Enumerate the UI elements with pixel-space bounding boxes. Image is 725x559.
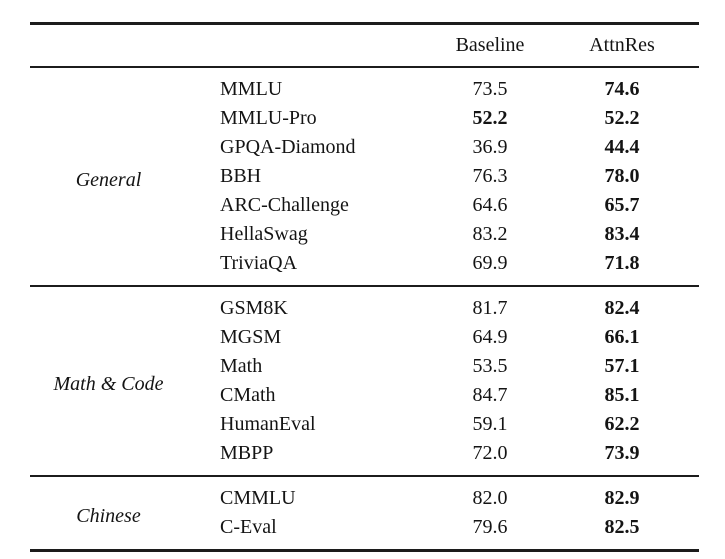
- benchmark-cell: MMLU: [220, 78, 283, 100]
- baseline-value: 53.5: [472, 355, 508, 377]
- table-row: HellaSwag 83.2 83.4: [30, 220, 699, 249]
- baseline-value: 52.2: [472, 107, 508, 129]
- table-row: Math & Code GSM8K 81.7 82.4: [30, 286, 699, 395]
- attnres-value: 44.4: [604, 136, 640, 158]
- benchmark-cell: BBH: [220, 165, 262, 187]
- baseline-value: 69.9: [472, 252, 508, 274]
- header-cell-benchmark-empty: [205, 24, 435, 68]
- baseline-value: 82.0: [472, 487, 508, 509]
- table-row: General MMLU 73.5 74.6: [30, 67, 699, 191]
- baseline-value: 84.7: [472, 384, 508, 406]
- baseline-value: 64.9: [472, 326, 508, 348]
- attnres-value: 83.4: [604, 223, 640, 245]
- table-row: GPQA-Diamond 36.9 44.4: [30, 133, 699, 162]
- benchmark-cell: ARC-Challenge: [220, 194, 349, 216]
- attnres-value: 57.1: [604, 355, 640, 377]
- baseline-value: 79.6: [472, 516, 508, 538]
- benchmark-cell: MGSM: [220, 326, 282, 348]
- attnres-value: 74.6: [604, 78, 640, 100]
- attnres-value: 52.2: [604, 107, 640, 129]
- attnres-value: 73.9: [604, 442, 640, 464]
- benchmark-cell: Math: [220, 355, 263, 377]
- group-chinese: Chinese CMMLU 82.0 82.9 C-Eval 79.6 82.5: [30, 476, 699, 551]
- benchmark-cell: C-Eval: [220, 516, 277, 538]
- attnres-value: 66.1: [604, 326, 640, 348]
- table-row: C-Eval 79.6 82.5: [30, 513, 699, 551]
- header-cell-baseline: Baseline: [455, 34, 525, 56]
- table-row: Math 53.5 57.1: [30, 352, 699, 381]
- table-header: Baseline AttnRes: [30, 24, 699, 68]
- attnres-value: 82.5: [604, 516, 640, 538]
- benchmark-results-table: Baseline AttnRes General MMLU 73.5 74.6 …: [30, 22, 699, 552]
- table-row: MGSM 64.9 66.1: [30, 323, 699, 352]
- table-row: MMLU-Pro 52.2 52.2: [30, 104, 699, 133]
- attnres-value: 82.4: [604, 297, 640, 319]
- baseline-value: 81.7: [472, 297, 508, 319]
- baseline-value: 73.5: [472, 78, 508, 100]
- header-row: Baseline AttnRes: [30, 24, 699, 68]
- table-row: Chinese CMMLU 82.0 82.9: [30, 476, 699, 527]
- baseline-value: 72.0: [472, 442, 508, 464]
- baseline-value: 76.3: [472, 165, 508, 187]
- attnres-value: 78.0: [604, 165, 640, 187]
- benchmark-cell: TriviaQA: [220, 252, 298, 274]
- table-row: TriviaQA 69.9 71.8: [30, 249, 699, 286]
- group-general: General MMLU 73.5 74.6 MMLU-Pro 52.2 52.…: [30, 67, 699, 286]
- benchmark-cell: CMMLU: [220, 487, 296, 509]
- attnres-value: 85.1: [604, 384, 640, 406]
- header-cell-attnres: AttnRes: [589, 34, 655, 56]
- baseline-value: 64.6: [472, 194, 508, 216]
- group-label: Chinese: [76, 505, 141, 527]
- group-label: Math & Code: [53, 373, 164, 395]
- benchmark-cell: GSM8K: [220, 297, 288, 319]
- attnres-value: 71.8: [604, 252, 640, 274]
- table-row: CMath 84.7 85.1: [30, 381, 699, 410]
- baseline-value: 83.2: [472, 223, 508, 245]
- table-row: HumanEval 59.1 62.2: [30, 410, 699, 439]
- attnres-value: 65.7: [604, 194, 640, 216]
- header-cell-group-empty: [30, 24, 205, 68]
- benchmark-cell: HumanEval: [220, 413, 316, 435]
- table-row: MBPP 72.0 73.9: [30, 439, 699, 476]
- benchmark-cell: MBPP: [220, 442, 274, 464]
- group-math-code: Math & Code GSM8K 81.7 82.4 MGSM 64.9 66…: [30, 286, 699, 476]
- baseline-value: 59.1: [472, 413, 508, 435]
- baseline-value: 36.9: [472, 136, 508, 158]
- table-row: BBH 76.3 78.0: [30, 162, 699, 191]
- attnres-value: 62.2: [604, 413, 640, 435]
- group-label: General: [75, 168, 142, 191]
- benchmark-cell: CMath: [220, 384, 276, 406]
- benchmark-cell: HellaSwag: [220, 223, 308, 245]
- benchmark-cell: GPQA-Diamond: [220, 136, 356, 158]
- benchmark-cell: MMLU-Pro: [220, 107, 317, 129]
- attnres-value: 82.9: [604, 487, 640, 509]
- table-row: ARC-Challenge 64.6 65.7: [30, 191, 699, 220]
